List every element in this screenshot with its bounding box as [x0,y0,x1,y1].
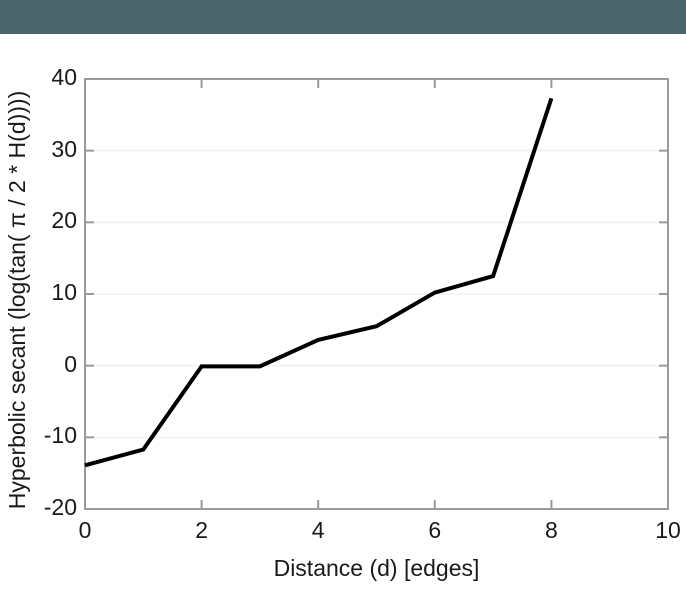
x-tick-label: 2 [195,517,208,543]
x-tick-label: 0 [78,517,92,543]
y-tick-label: 10 [51,279,77,305]
x-tick-label: 6 [428,517,442,543]
y-tick-label: -10 [43,422,77,449]
gridlines [85,149,668,439]
y-axis-label: Hyperbolic secant (log(tan( π / 2 * H(d)… [3,90,30,510]
x-tick-label: 10 [655,517,681,543]
y-tick-label: 30 [51,135,77,162]
y-tick-label: 40 [51,64,77,90]
data-series-line [84,97,554,468]
x-axis-label: Distance (d) [edges] [273,555,480,581]
y-tick-label: 20 [51,207,77,234]
y-tick-label: 0 [64,350,77,377]
x-tick-label: 8 [544,517,558,543]
window-titlebar [0,0,686,34]
y-tick-label: -20 [43,494,77,520]
x-tick-label: 4 [311,517,325,543]
axes-box [84,78,669,510]
